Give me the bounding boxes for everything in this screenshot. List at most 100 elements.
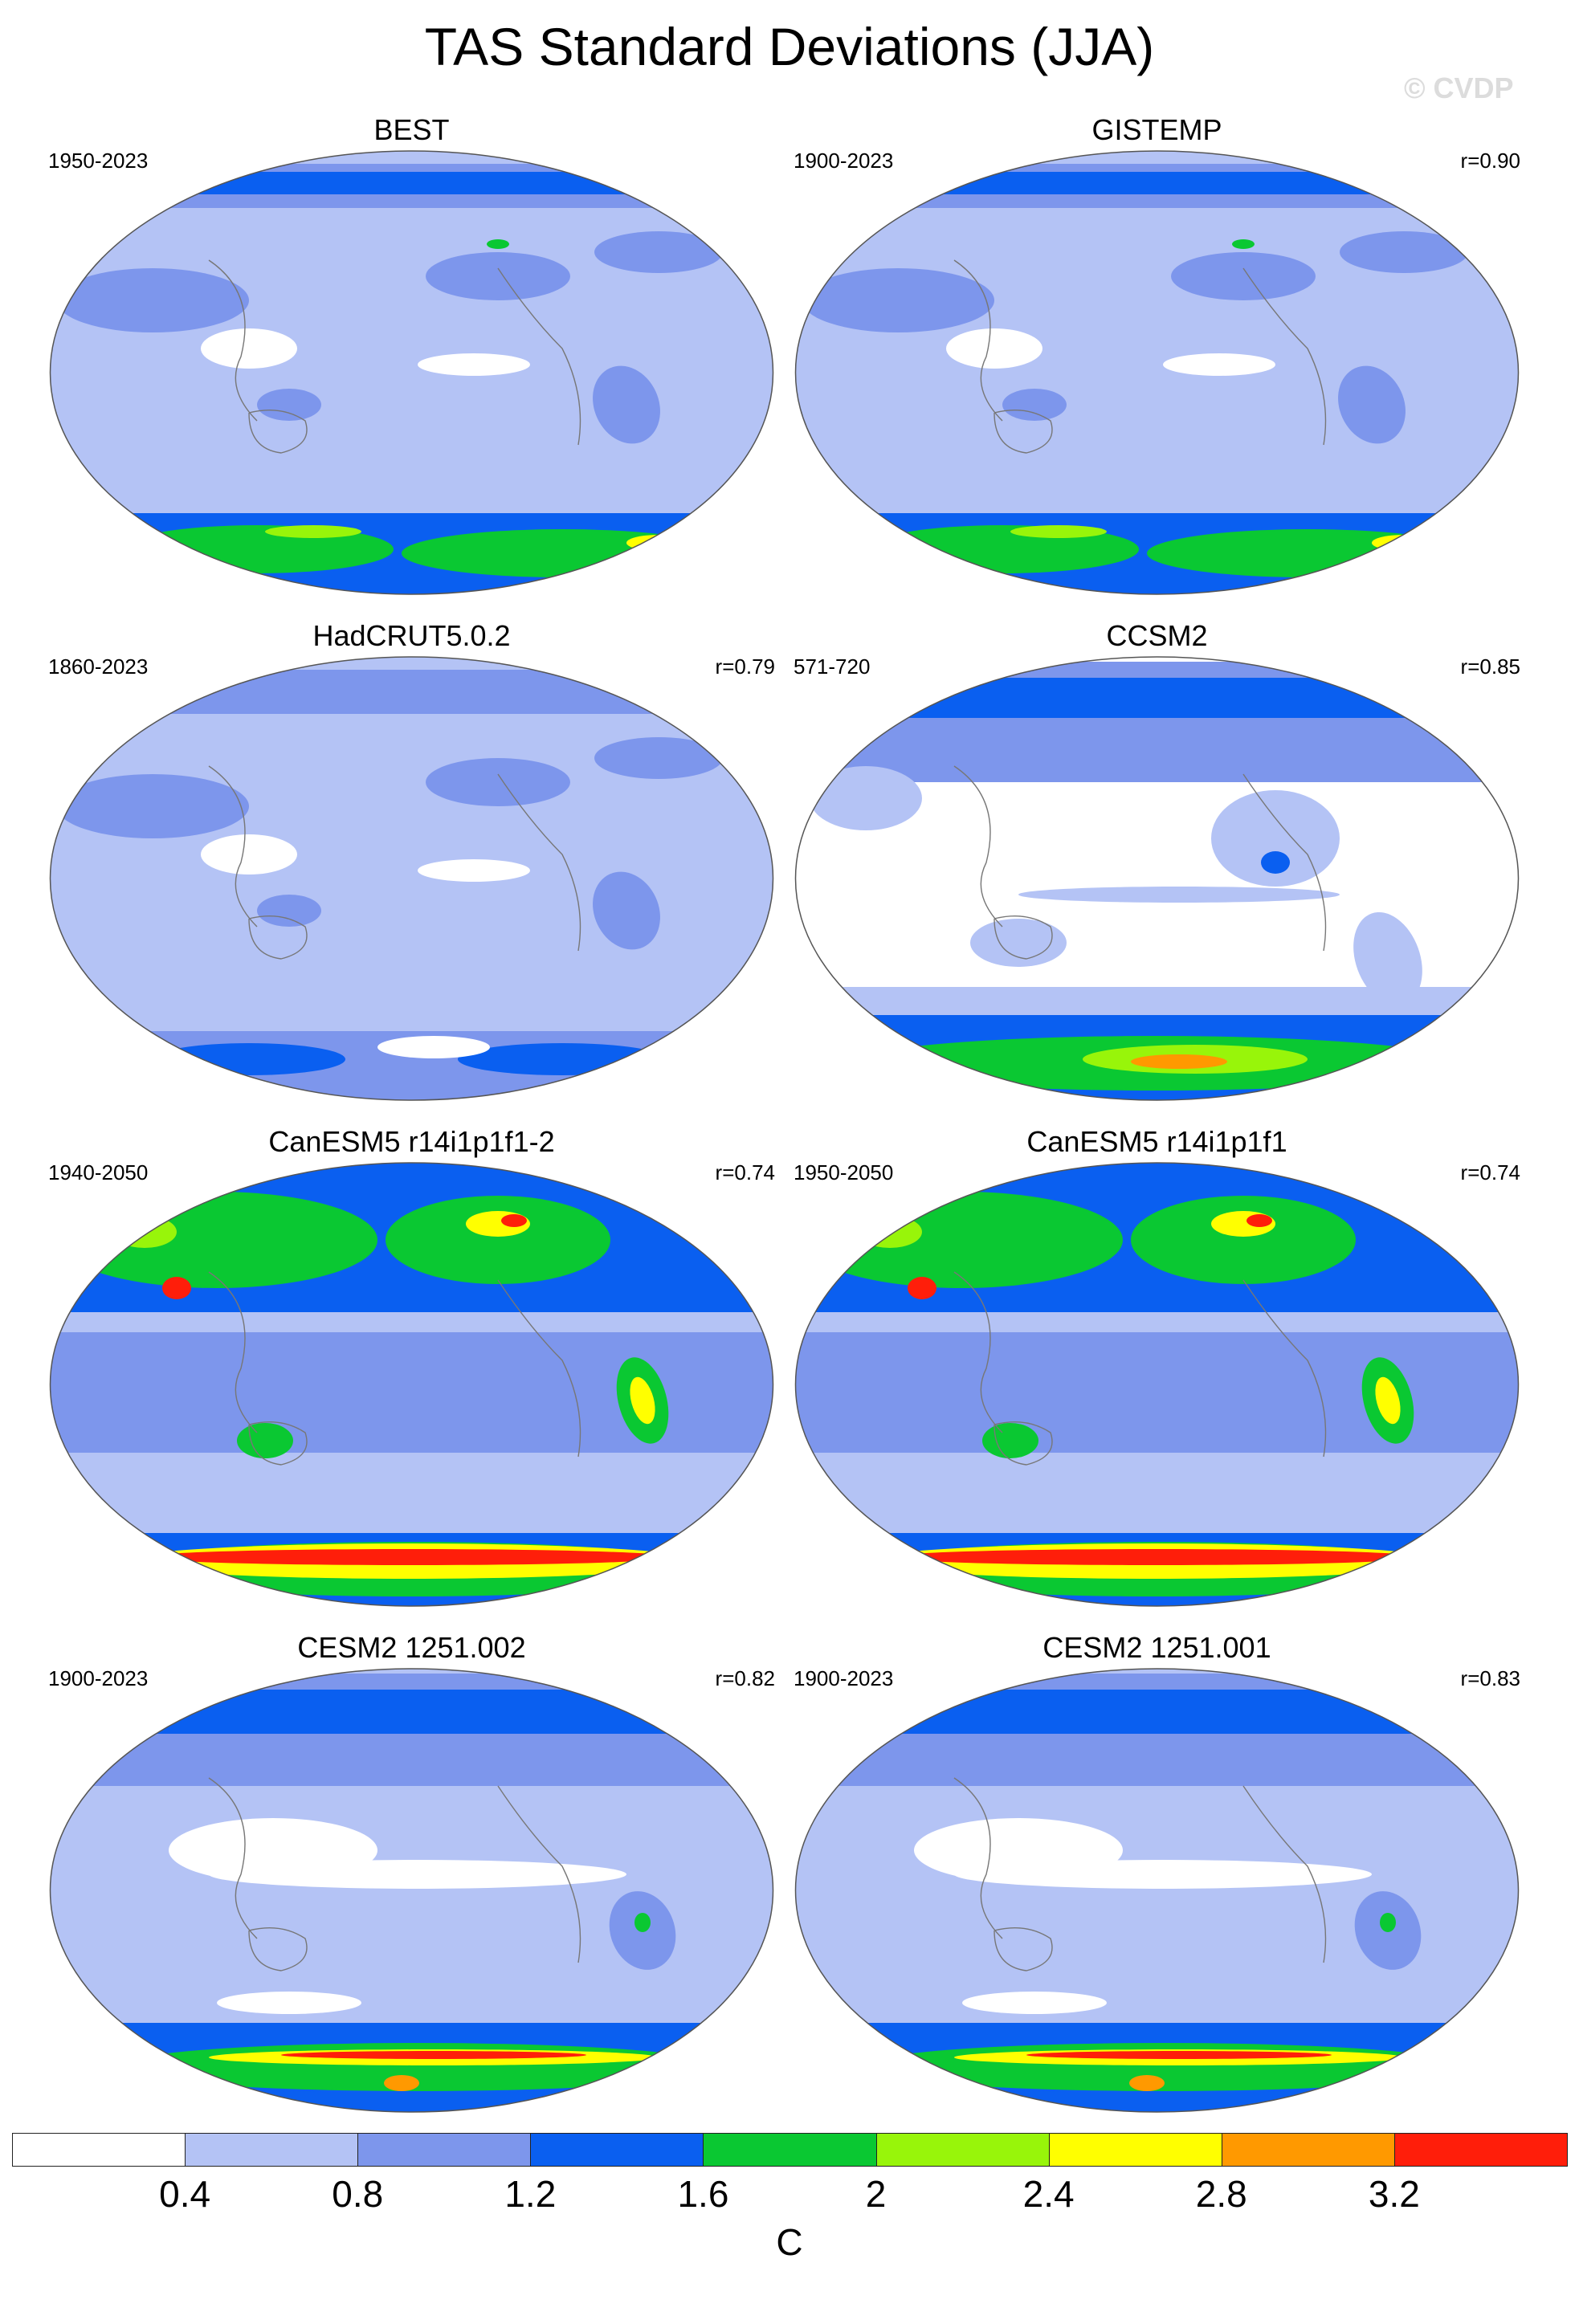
coastlines [208, 1777, 581, 1971]
colorbar-tick-label: 2.4 [1022, 2173, 1075, 2215]
map-panel: HadCRUT5.0.2 1860-2023 r=0.79 [48, 618, 775, 1116]
north-america-green [1131, 1196, 1356, 1284]
panel-title: BEST [373, 113, 450, 146]
colorbar-tick-label: 0.4 [159, 2173, 211, 2215]
panel-correlation: r=0.74 [715, 1160, 775, 1184]
north-pacific-patch [802, 268, 994, 332]
map-outline [49, 656, 774, 1101]
antarctic-red [890, 1549, 1420, 1565]
arctic-green-spot [1232, 239, 1255, 249]
arctic-green-spot [487, 239, 509, 249]
equatorial-low [418, 859, 530, 882]
map-panel: CCSM2 571-720 r=0.85 [794, 618, 1520, 1116]
coastlines [208, 259, 581, 454]
south-pacific-low [962, 1992, 1107, 2014]
south-america-green [634, 1913, 651, 1932]
arctic-strong-band [795, 172, 1519, 194]
north-america-red [501, 1214, 527, 1227]
antarctic-orange-spot [1129, 2075, 1165, 2091]
north-pacific-patch [56, 268, 249, 332]
robinson-map [794, 150, 1520, 595]
arctic-strong-band [50, 172, 773, 194]
panel-correlation: r=0.83 [1460, 1666, 1520, 1690]
coastlines [208, 1271, 581, 1466]
arctic-band [50, 670, 773, 714]
map-panel: GISTEMP 1900-2023 r=0.90 [794, 112, 1520, 610]
panel-title: CESM2 1251.002 [297, 1631, 526, 1664]
arctic-green-spot [826, 1701, 922, 1727]
colorbar-box [1393, 2133, 1568, 2167]
asia-patch [594, 737, 723, 779]
australia-green [982, 1423, 1038, 1458]
robinson-map [49, 1162, 774, 1607]
map-outline [49, 1668, 774, 2113]
warm-pool-low [201, 834, 297, 875]
figure-title: TAS Standard Deviations (JJA) [424, 17, 1155, 76]
equatorial-low [1163, 353, 1275, 376]
panel-years: 1900-2023 [794, 149, 894, 173]
antarctic-orange-spot [384, 2075, 419, 2091]
map-panel: CanESM5 r14i1p1f1 1950-2050 r=0.74 [794, 1124, 1520, 1622]
panel-correlation: r=0.74 [1460, 1160, 1520, 1184]
watermark: © CVDP [1404, 71, 1514, 104]
panel-title: CCSM2 [1106, 619, 1208, 652]
colorbar-box [875, 2133, 1050, 2167]
arctic-strong-band [50, 1690, 773, 1734]
south-america-yellow [1375, 1376, 1401, 1425]
panel-title: CESM2 1251.001 [1042, 1631, 1271, 1664]
coastlines [953, 259, 1327, 454]
antarctic-red [281, 2051, 586, 2059]
colorbar-box [12, 2133, 186, 2167]
robinson-map [794, 1162, 1520, 1607]
panel-years: 1950-2023 [48, 149, 149, 173]
north-america-patch [1211, 790, 1340, 887]
panel-correlation: r=0.82 [715, 1666, 775, 1690]
equatorial-low [418, 353, 530, 376]
south-america-yellow [630, 1376, 655, 1425]
map-panel: BEST 1950-2023 [48, 112, 775, 610]
colorbar [12, 2133, 1568, 2167]
panel-years: 1940-2050 [48, 1160, 149, 1184]
equatorial-band [1018, 887, 1340, 903]
panel-years: 1900-2023 [794, 1666, 894, 1690]
panel-years: 1950-2050 [794, 1160, 894, 1184]
north-america-core [1261, 851, 1290, 874]
north-atlantic-patch [426, 252, 570, 300]
map-outline [794, 1668, 1520, 2113]
southern-ocean-band [795, 987, 1519, 1019]
colorbar-box [185, 2133, 359, 2167]
panel-title: CanESM5 r14i1p1f1 [1026, 1125, 1287, 1158]
australia-patch [257, 389, 321, 421]
antarctic-orange [1131, 1054, 1227, 1069]
south-america-patch [593, 871, 660, 950]
south-america-patch [593, 365, 660, 444]
antarctic-missing-patch [377, 1036, 490, 1058]
tropical-band [795, 1332, 1519, 1453]
eurasia-green [802, 1192, 1123, 1288]
hotspot-red [162, 1277, 191, 1299]
arctic-green-spot [80, 1701, 177, 1727]
north-atlantic-patch [426, 758, 570, 806]
background-shading [50, 657, 773, 1100]
south-america-green [1380, 1913, 1396, 1932]
antarctic-red [145, 1549, 675, 1565]
north-america-red [1246, 1214, 1272, 1227]
colorbar-tick-label: 0.8 [332, 2173, 384, 2215]
colorbar-tick-label: 1.2 [504, 2173, 557, 2215]
antarctic-green-east [402, 529, 723, 577]
colorbar-box [357, 2133, 532, 2167]
coastlines [953, 1271, 1327, 1466]
panel-years: 571-720 [794, 654, 871, 679]
panel-correlation: r=0.90 [1460, 149, 1520, 173]
robinson-map [49, 656, 774, 1101]
map-panel: CESM2 1251.001 1900-2023 r=0.83 [794, 1630, 1520, 2128]
map-outline [49, 1162, 774, 1607]
colorbar-tick-label: 2.8 [1195, 2173, 1247, 2215]
coastlines [953, 765, 1327, 960]
colorbar-box [1048, 2133, 1222, 2167]
robinson-map [794, 1668, 1520, 2113]
panel-title: GISTEMP [1091, 113, 1222, 146]
panel-correlation: r=0.79 [715, 654, 775, 679]
colorbar-box [530, 2133, 704, 2167]
hotspot-red [908, 1277, 936, 1299]
